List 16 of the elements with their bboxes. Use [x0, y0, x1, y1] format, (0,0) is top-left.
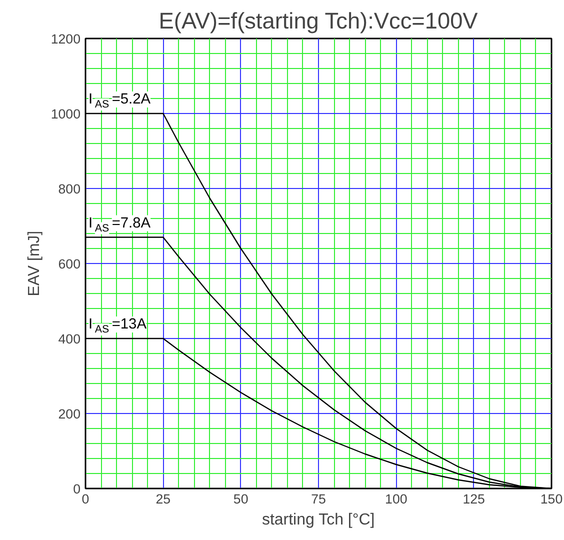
x-tick-label: 100	[385, 492, 408, 506]
x-tick-label: 50	[233, 492, 248, 506]
y-tick-label: 0	[73, 482, 81, 496]
y-tick-label: 200	[58, 406, 81, 422]
chart-title: E(AV)=f(starting Tch):Vcc=100V	[158, 8, 479, 34]
x-axis-title: starting Tch [°C]	[262, 512, 375, 528]
x-tick-label: 150	[540, 492, 563, 506]
y-tick-label: 1000	[50, 106, 81, 122]
y-tick-label: 800	[58, 182, 81, 196]
y-tick-label: 400	[58, 332, 81, 346]
y-tick-label: 600	[58, 256, 81, 272]
y-axis-title: EAV [mJ]	[26, 230, 43, 296]
x-tick-label: 75	[311, 492, 326, 506]
y-tick-label: 1200	[50, 32, 81, 46]
x-tick-label: 25	[156, 492, 171, 506]
x-tick-label: 125	[462, 492, 485, 506]
